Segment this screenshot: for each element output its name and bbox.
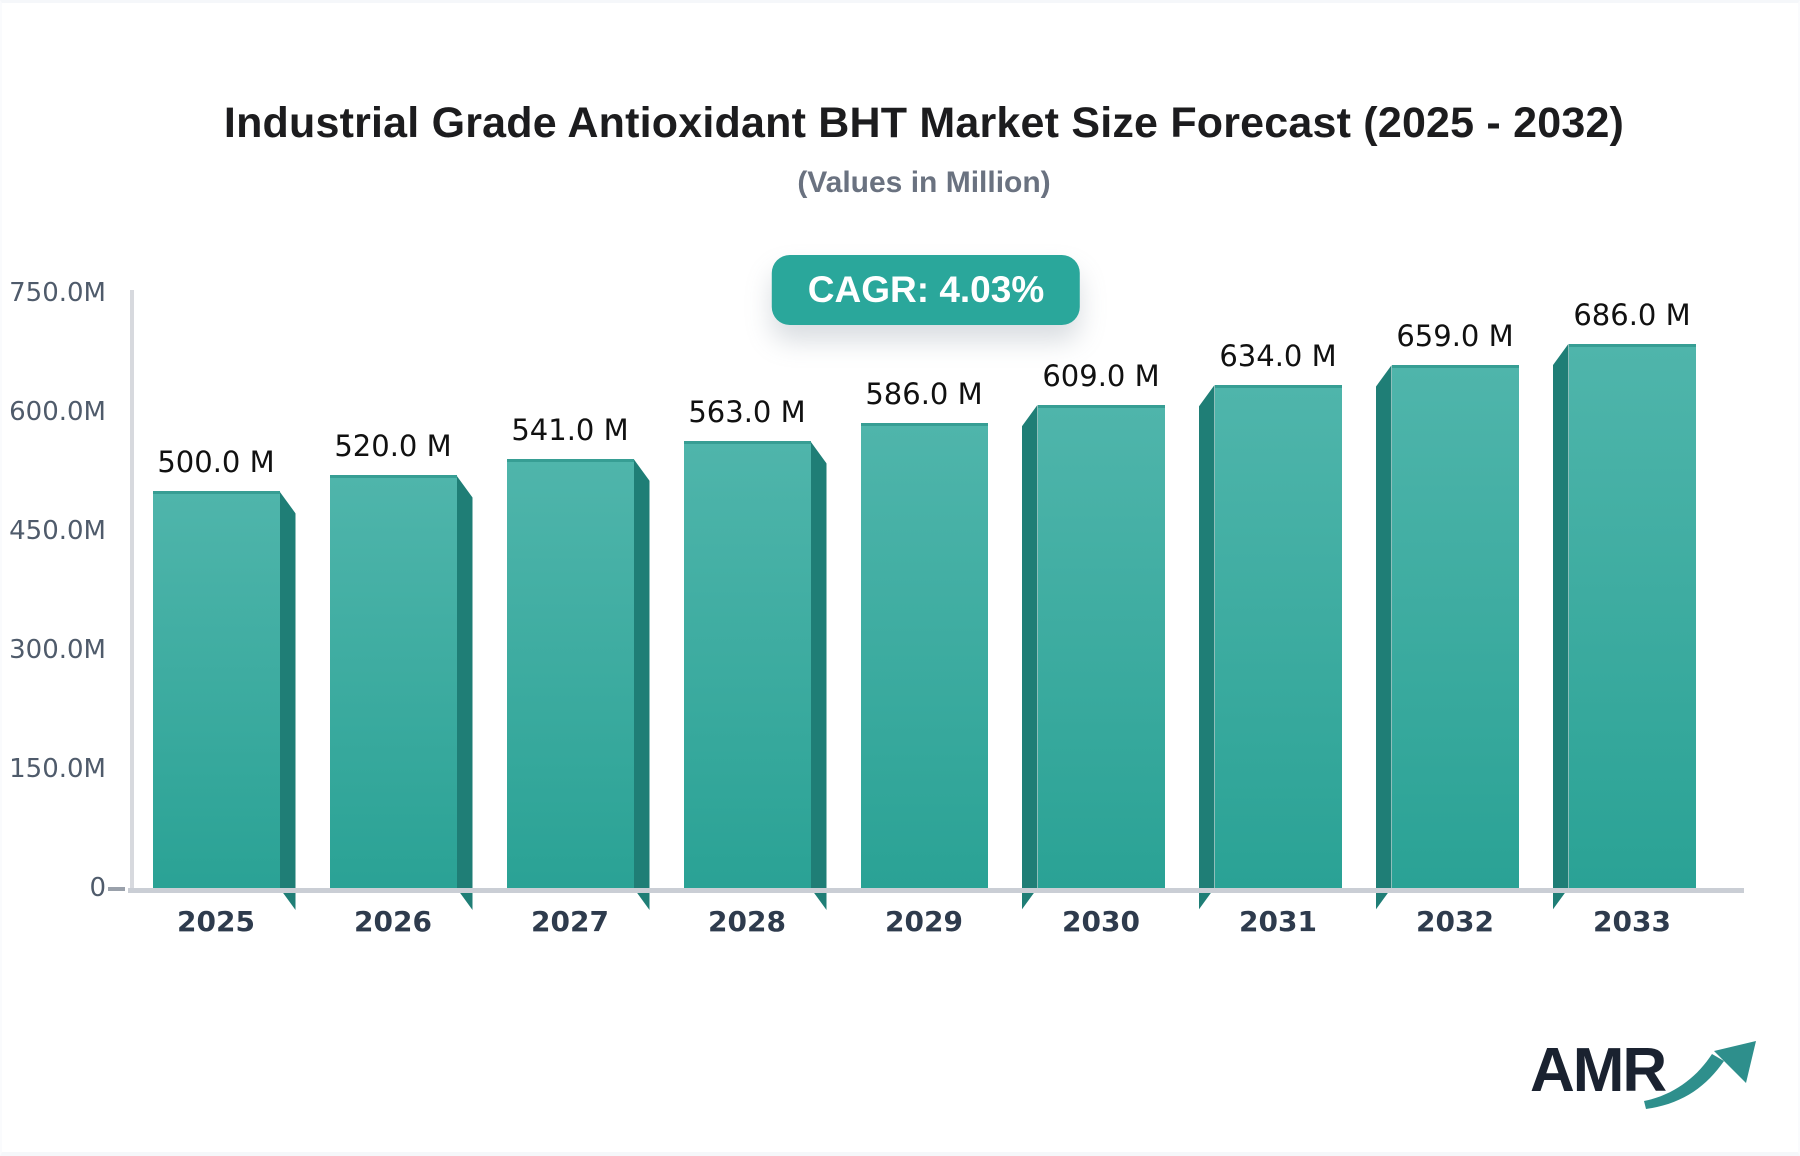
x-axis-label: 2030 <box>1062 905 1140 938</box>
y-axis-label: 0 <box>89 873 106 903</box>
growth-arrow-icon <box>1644 1041 1756 1109</box>
y-axis-label: 750.0M <box>9 278 106 308</box>
logo-text: AMR <box>1530 1036 1667 1105</box>
bar-value-label: 686.0 M <box>1573 297 1691 332</box>
bar-2027 <box>506 458 634 888</box>
bar-side-face <box>810 441 827 910</box>
cagr-badge: CAGR: 4.03% <box>771 255 1081 325</box>
bar-value-label: 500.0 M <box>157 445 275 480</box>
bar-2028 <box>683 441 811 888</box>
bar-side-face <box>1198 385 1215 910</box>
bar-2026 <box>329 475 457 888</box>
x-axis-label: 2028 <box>708 905 786 938</box>
bar-side-face <box>279 491 296 910</box>
page-title: Industrial Grade Antioxidant BHT Market … <box>223 99 1625 147</box>
x-axis-label: 2033 <box>1593 905 1671 938</box>
bar-2031 <box>1214 385 1342 888</box>
bar-value-label: 634.0 M <box>1219 339 1337 374</box>
y-axis-label: 300.0M <box>9 635 106 665</box>
page-subtitle: (Values in Million) <box>797 166 1051 199</box>
bar-side-face <box>1021 404 1038 910</box>
x-axis-label: 2032 <box>1416 905 1494 938</box>
y-axis-label: 450.0M <box>9 516 106 546</box>
bar-2033 <box>1568 343 1696 888</box>
bar-value-label: 609.0 M <box>1042 358 1160 393</box>
bar-2032 <box>1391 365 1519 888</box>
bar-2030 <box>1037 404 1165 888</box>
bar-side-face <box>1552 343 1569 910</box>
x-axis-line <box>128 888 1744 893</box>
bar-value-label: 563.0 M <box>688 395 806 430</box>
bar-2025 <box>152 491 280 888</box>
x-axis-label: 2027 <box>531 905 609 938</box>
bar-2029 <box>860 423 988 888</box>
y-axis-line <box>130 290 134 890</box>
x-axis-label: 2029 <box>885 905 963 938</box>
zero-tick-dash <box>108 887 125 891</box>
x-axis-label: 2025 <box>177 905 255 938</box>
y-axis-label: 600.0M <box>9 397 106 427</box>
bar-value-label: 520.0 M <box>334 429 452 464</box>
bar-side-face <box>633 458 650 910</box>
plot-area: 750.0M 600.0M 450.0M 300.0M 150.0M 0 500.0 M 5… <box>2 3 1798 1152</box>
bar-value-label: 659.0 M <box>1396 319 1514 354</box>
amr-logo: AMR <box>1530 1035 1756 1109</box>
x-axis-label: 2026 <box>354 905 432 938</box>
x-axis-label: 2031 <box>1239 905 1317 938</box>
bar-value-label: 586.0 M <box>865 377 983 412</box>
y-axis-label: 150.0M <box>9 754 106 784</box>
bar-side-face <box>1375 365 1392 910</box>
bar-value-label: 541.0 M <box>511 412 629 447</box>
bar-side-face <box>456 475 473 910</box>
